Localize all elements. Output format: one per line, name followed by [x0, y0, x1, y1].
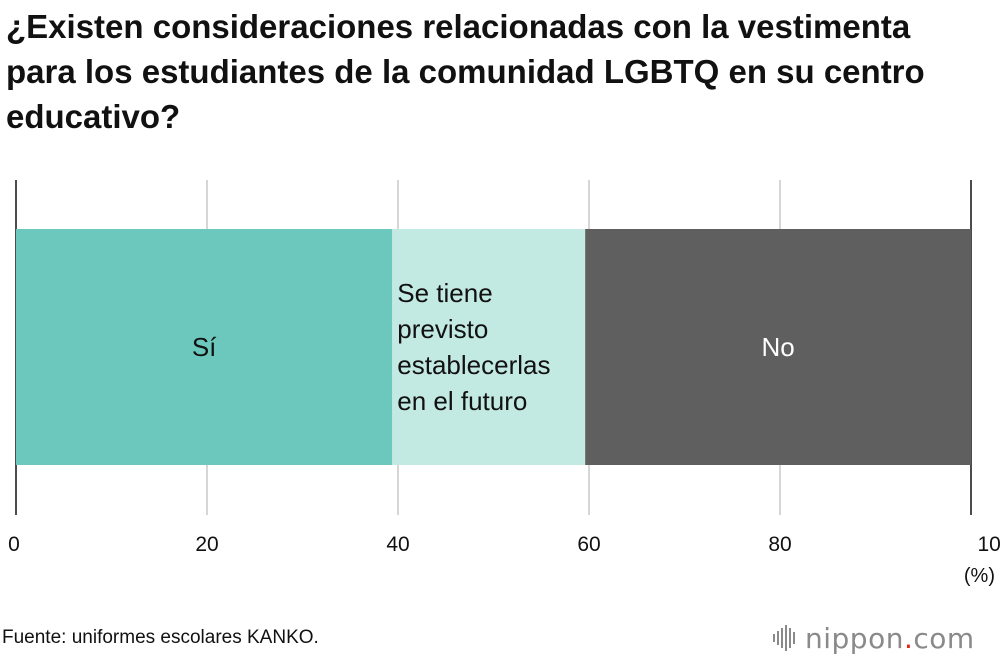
x-tick-label: 0	[8, 533, 20, 556]
bar-segment-1	[392, 229, 586, 465]
segment-label-1: Se tiene previsto establecerlas en el futur…	[397, 278, 550, 416]
segment-label-line: Sí	[192, 332, 217, 362]
logo-wordmark: nippon.com	[805, 622, 975, 655]
x-tick-label: 80	[768, 533, 791, 556]
nippon-wave-icon	[773, 625, 795, 651]
x-tick-label: 40	[386, 533, 409, 556]
segment-label-line: No	[761, 332, 794, 362]
logo-dot: .	[903, 621, 914, 655]
chart-title: ¿Existen consideraciones relacionadas co…	[6, 8, 925, 135]
stacked-bar-chart: Sí Se tiene previsto establecerlas en el fut…	[8, 180, 1000, 587]
segment-label-2: No	[761, 332, 794, 362]
nippon-logo: nippon.com	[773, 618, 975, 658]
segment-label-line: Se tiene	[397, 278, 492, 308]
segment-label-line: en el futuro	[397, 386, 527, 416]
x-axis-unit: (%)	[964, 565, 995, 587]
x-axis-ticks: 0 20 40 60 80 100	[8, 533, 1000, 556]
x-tick-label: 100	[977, 533, 1000, 556]
x-tick-label: 20	[195, 533, 218, 556]
segment-label-line: establecerlas	[397, 350, 550, 380]
logo-suffix: com	[913, 621, 975, 655]
source-note: Fuente: uniformes escolares KANKO.	[2, 627, 319, 648]
segment-labels: Sí Se tiene previsto establecerlas en el fut…	[192, 278, 795, 416]
bar-segment-2	[585, 229, 971, 465]
segment-label-line: previsto	[397, 314, 488, 344]
bar-segments	[16, 229, 971, 465]
segment-label-0: Sí	[192, 332, 217, 362]
logo-name: nippon	[805, 621, 904, 655]
x-tick-label: 60	[577, 533, 600, 556]
bar-segment-0	[16, 229, 393, 465]
